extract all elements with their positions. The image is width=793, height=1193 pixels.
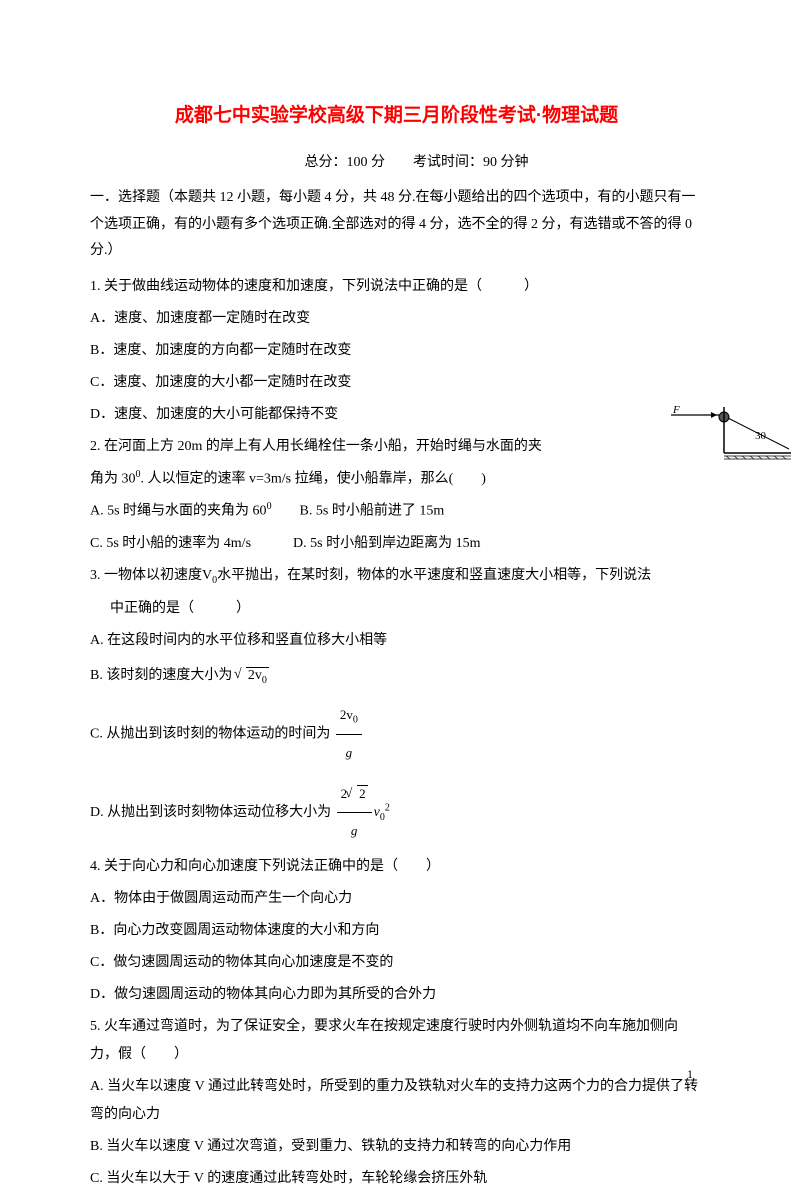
exam-meta: 总分：100 分 考试时间：90 分钟 <box>90 151 703 171</box>
page-number: 1 <box>687 1067 693 1082</box>
q2-opts-ab: A. 5s 时绳与水面的夹角为 600 B. 5s 时小船前进了 15m <box>90 497 703 526</box>
q3-opt-a: A. 在这段时间内的水平位移和竖直位移大小相等 <box>90 627 703 655</box>
q1-opt-b: B．速度、加速度的方向都一定随时在改变 <box>90 337 703 365</box>
q2-opt-b: B. 5s 时小船前进了 15m <box>272 504 445 519</box>
label-angle: 30 <box>755 430 767 442</box>
q3-stem2: 水平抛出，在某时刻，物体的水平速度和竖直速度大小相等，下列说法 <box>217 568 651 583</box>
q5-opt-c: C. 当火车以大于 V 的速度通过此转弯处时，车轮轮缘会挤压外轨 <box>90 1165 703 1193</box>
q2-opt-a: A. 5s 时绳与水面的夹角为 60 <box>90 504 267 519</box>
q2-l2b: . 人以恒定的速率 v=3m/s 拉绳，使小船靠岸，那么( ) <box>141 471 486 486</box>
q1-opt-d: D．速度、加速度的大小可能都保持不变 <box>90 401 703 429</box>
q3-stem: 3. 一物体以初速度V0水平抛出，在某时刻，物体的水平速度和竖直速度大小相等，下… <box>90 562 703 591</box>
exam-title: 成都七中实验学校高级下期三月阶段性考试·物理试题 <box>90 100 703 127</box>
q4-stem: 4. 关于向心力和向心加速度下列说法正确中的是（ ） <box>90 853 703 881</box>
q4-opt-b: B．向心力改变圆周运动物体速度的大小和方向 <box>90 917 703 945</box>
q3-opt-d: D. 从抛出到该时刻物体运动位移大小为 22 g v02 <box>90 776 703 850</box>
q5-opt-a: A. 当火车以速度 V 通过此转弯处时，所受到的重力及铁轨对火车的支持力这两个力… <box>90 1073 703 1129</box>
fraction-expr: 22 g <box>337 776 372 850</box>
q1-opt-c: C．速度、加速度的大小都一定随时在改变 <box>90 369 703 397</box>
q1-stem: 1. 关于做曲线运动物体的速度和加速度，下列说法中正确的是（ ） <box>90 273 703 301</box>
q3-opt-b: B. 该时刻的速度大小为 2v0 <box>90 659 703 693</box>
q3-opt-c: C. 从抛出到该时刻的物体运动的时间为 2v0 g <box>90 697 703 772</box>
q2-opts-cd: C. 5s 时小船的速率为 4m/s D. 5s 时小船到岸边距离为 15m <box>90 530 703 558</box>
q3-b-text: B. 该时刻的速度大小为 <box>90 668 232 683</box>
pulley-diagram: F 30 <box>671 405 791 465</box>
q3-c-text: C. 从抛出到该时刻的物体运动的时间为 <box>90 726 330 741</box>
q1-opt-a: A．速度、加速度都一定随时在改变 <box>90 305 703 333</box>
q3-stem1: 3. 一物体以初速度V <box>90 568 212 583</box>
q2-l2a: 角为 30 <box>90 471 136 486</box>
q3-stem3: 中正确的是（ ） <box>90 595 703 623</box>
fraction-expr: 2v0 g <box>336 697 362 772</box>
q4-opt-d: D．做匀速圆周运动的物体其向心力即为其所受的合外力 <box>90 981 703 1009</box>
q3-d-text: D. 从抛出到该时刻物体运动位移大小为 <box>90 805 331 820</box>
label-F: F <box>672 405 680 416</box>
q4-opt-a: A．物体由于做圆周运动而产生一个向心力 <box>90 885 703 913</box>
sqrt-expr: 2v0 <box>236 659 269 693</box>
section-instructions: 一．选择题（本题共 12 小题，每小题 4 分，共 48 分.在每小题给出的四个… <box>90 185 703 265</box>
q4-opt-c: C．做匀速圆周运动的物体其向心加速度是不变的 <box>90 949 703 977</box>
q2-line2: 角为 300. 人以恒定的速率 v=3m/s 拉绳，使小船靠岸，那么( ) <box>90 465 703 494</box>
q5-opt-b: B. 当火车以速度 V 通过次弯道，受到重力、铁轨的支持力和转弯的向心力作用 <box>90 1133 703 1161</box>
q2-line1: 2. 在河面上方 20m 的岸上有人用长绳栓住一条小船，开始时绳与水面的夹 <box>90 433 703 461</box>
q5-stem: 5. 火车通过弯道时，为了保证安全，要求火车在按规定速度行驶时内外侧轨道均不向车… <box>90 1013 703 1069</box>
